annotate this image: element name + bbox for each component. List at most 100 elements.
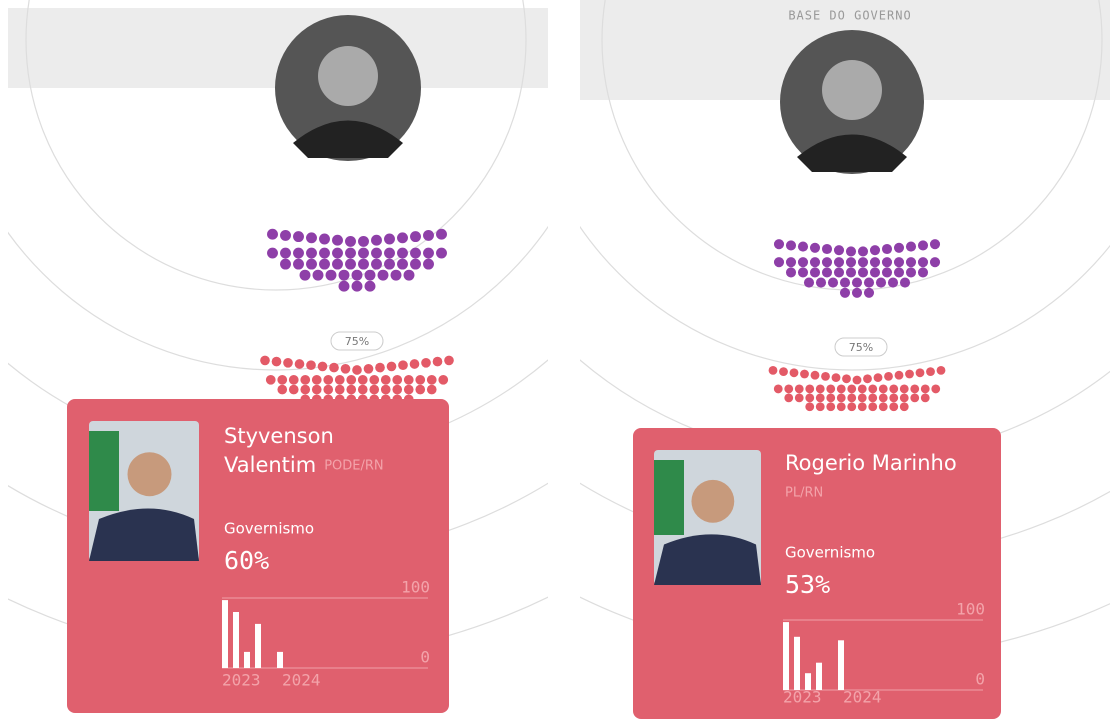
seat-dot — [921, 385, 930, 394]
seat-dot — [312, 375, 322, 385]
seat-dot — [326, 270, 337, 281]
seat-dot — [427, 385, 437, 395]
seat-dot — [876, 278, 886, 288]
seat-dot — [900, 385, 909, 394]
seat-dot — [858, 267, 868, 277]
seat-dot — [346, 375, 356, 385]
seat-dot — [858, 393, 867, 402]
seat-dot — [926, 367, 935, 376]
seat-dot — [918, 257, 928, 267]
seat-dot — [280, 230, 291, 241]
seat-dot — [306, 232, 317, 243]
seat-dot — [795, 393, 804, 402]
header: BASE DO GOVERNO — [788, 9, 911, 23]
seat-dot — [774, 385, 783, 394]
seat-dot — [332, 235, 343, 246]
seat-dot — [840, 278, 850, 288]
senator-party: PODE/RN — [324, 459, 383, 474]
seat-dot — [826, 393, 835, 402]
bar — [816, 663, 822, 690]
seat-dot — [779, 367, 788, 376]
seat-dot — [937, 366, 946, 375]
screenshot: 75% StyvensonValentimPODE/RNGovernismo60%… — [0, 0, 1110, 719]
seat-dot — [410, 248, 421, 259]
photo-face — [128, 452, 172, 496]
seat-dot — [852, 288, 862, 298]
seat-dot — [842, 374, 851, 383]
seat-dot — [384, 248, 395, 259]
seat-dot — [365, 270, 376, 281]
y-tick-label: 0 — [975, 670, 985, 689]
seat-dot — [784, 393, 793, 402]
seat-dot — [837, 393, 846, 402]
seat-dot — [392, 385, 402, 395]
seat-dot — [834, 257, 844, 267]
seat-dot — [870, 245, 880, 255]
seat-dot — [816, 402, 825, 411]
seat-dot — [810, 257, 820, 267]
seat-dot — [415, 375, 425, 385]
seat-dot — [404, 270, 415, 281]
seat-dot — [436, 229, 447, 240]
seat-dot — [863, 374, 872, 383]
seat-dot — [352, 281, 363, 292]
bar — [222, 600, 228, 668]
seat-dot — [404, 385, 414, 395]
seat-dot — [816, 385, 825, 394]
seat-dot — [300, 270, 311, 281]
seat-dot — [313, 270, 324, 281]
seat-dot — [423, 230, 434, 241]
seat-dot — [826, 385, 835, 394]
photo-flag — [654, 460, 684, 535]
seat-dot — [289, 385, 299, 395]
seat-dot — [332, 248, 343, 259]
seat-dot — [864, 288, 874, 298]
photo-flag — [89, 431, 119, 511]
x-label: 2023 — [222, 671, 261, 690]
seat-dot — [774, 239, 784, 249]
seat-dot — [805, 385, 814, 394]
seat-dot — [774, 257, 784, 267]
seat-dot — [822, 257, 832, 267]
seat-dot — [267, 248, 278, 259]
seat-dot — [410, 259, 421, 270]
seat-dot — [847, 385, 856, 394]
bar — [838, 640, 844, 690]
seat-dot — [410, 231, 421, 242]
seat-dot — [375, 363, 385, 373]
seat-dot — [894, 257, 904, 267]
seat-dot — [837, 402, 846, 411]
seat-dot — [798, 267, 808, 277]
bar — [783, 622, 789, 690]
seat-dot — [840, 288, 850, 298]
seat-dot — [889, 385, 898, 394]
seat-dot — [381, 385, 391, 395]
seat-dot — [918, 240, 928, 250]
seat-dot — [906, 267, 916, 277]
seat-dot — [900, 278, 910, 288]
seat-dot — [444, 356, 454, 366]
seat-dot — [816, 393, 825, 402]
seat-dot — [391, 270, 402, 281]
seat-dot — [884, 372, 893, 381]
seat-dot — [858, 402, 867, 411]
seat-dot — [811, 371, 820, 380]
seat-dot — [300, 375, 310, 385]
seat-dot — [306, 248, 317, 259]
seat-dot — [267, 229, 278, 240]
photo-face — [691, 480, 734, 523]
seat-dot — [900, 393, 909, 402]
seat-dot — [339, 281, 350, 292]
bar — [277, 652, 283, 668]
seat-dot — [889, 393, 898, 402]
seat-dot — [918, 267, 928, 277]
seat-dot — [438, 375, 448, 385]
seat-dot — [352, 365, 362, 375]
seat-dot — [816, 278, 826, 288]
seat-dot — [894, 243, 904, 253]
seat-dot — [810, 243, 820, 253]
seat-dot — [910, 385, 919, 394]
x-label: 2024 — [843, 688, 882, 707]
threshold-label: 75% — [849, 341, 873, 354]
